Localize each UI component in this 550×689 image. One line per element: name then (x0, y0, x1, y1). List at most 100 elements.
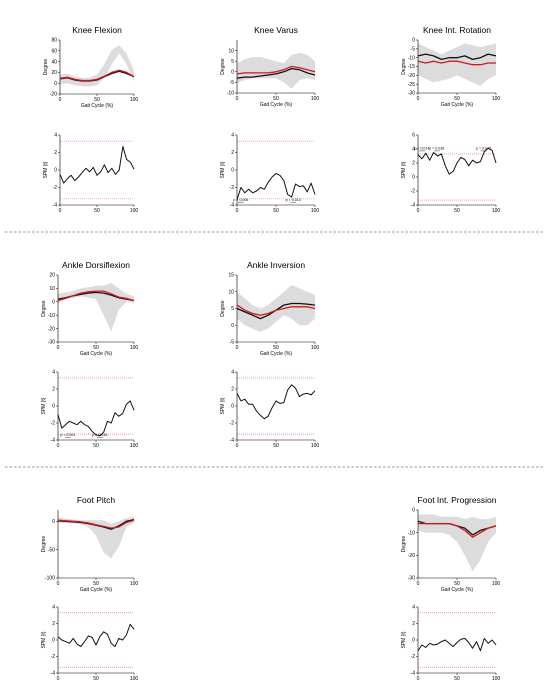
cluster-p-value: p = 0.016 (92, 433, 107, 437)
y-tick-label: 60 (51, 49, 57, 55)
kinematic-chart: Knee Int. Rotation -30 -25 -20 -15 -10 -5 0 0 50 1… (401, 25, 500, 108)
y-axis-label: Degree (43, 59, 49, 76)
y-tick-label: 2 (54, 150, 57, 156)
y-tick-label: 4 (231, 370, 234, 376)
x-axis-label: Gait Cycle (%) (260, 351, 293, 357)
x-tick-label: 0 (417, 676, 420, 682)
y-tick-label: 0 (52, 638, 55, 644)
y-tick-label: -2 (230, 185, 235, 191)
y-tick-label: -2 (411, 654, 416, 660)
y-tick-label: -20 (50, 92, 57, 98)
y-tick-label: 0 (52, 300, 55, 306)
chart-title: Foot Pitch (77, 495, 116, 505)
x-tick-label: 0 (57, 676, 60, 682)
y-tick-label: 10 (228, 48, 234, 54)
y-tick-label: 0 (52, 404, 55, 410)
spm-curve (57, 623, 135, 648)
y-tick-label: 4 (52, 370, 55, 376)
y-tick-label: 0 (231, 168, 234, 174)
y-tick-label: -20 (408, 73, 415, 79)
chart-title: Knee Flexion (72, 25, 122, 35)
y-axis-label: SPM {t} (41, 397, 47, 414)
y-tick-label: -2 (53, 185, 58, 191)
x-axis-label: Gait Cycle (%) (80, 351, 113, 357)
x-tick-label: 0 (57, 443, 60, 449)
y-tick-label: -4 (411, 203, 416, 209)
x-tick-label: 0 (236, 96, 239, 102)
y-tick-label: 4 (54, 133, 57, 139)
x-tick-label: 0 (236, 208, 239, 214)
x-tick-label: 100 (311, 443, 320, 449)
y-tick-label: 10 (49, 286, 55, 292)
y-tick-label: -30 (48, 340, 55, 346)
y-tick-label: -2 (230, 421, 235, 427)
y-tick-label: 4 (52, 605, 55, 611)
x-tick-label: 50 (454, 676, 460, 682)
y-tick-label: 0 (231, 70, 234, 76)
x-axis-label: Gait Cycle (%) (441, 587, 474, 593)
chart-title: Knee Int. Rotation (423, 25, 491, 35)
spm-curve (236, 173, 316, 200)
cluster-p-value: p = 0.013 (286, 198, 301, 202)
y-tick-label: 2 (412, 161, 415, 167)
x-tick-label: 50 (94, 208, 100, 214)
x-tick-label: 100 (130, 97, 139, 103)
x-tick-label: 50 (454, 208, 460, 214)
spm-curve (57, 400, 135, 437)
x-tick-label: 0 (59, 97, 62, 103)
x-tick-label: 0 (57, 345, 60, 351)
y-tick-label: 0 (412, 175, 415, 181)
variability-band (418, 43, 496, 86)
chart-title: Knee Varus (254, 25, 298, 35)
y-tick-label: 4 (412, 147, 415, 153)
series-line-red (417, 60, 496, 66)
variability-band (60, 45, 134, 87)
y-tick-label: 2 (412, 621, 415, 627)
y-tick-label: -20 (48, 326, 55, 332)
x-tick-label: 0 (417, 581, 420, 587)
series-line-red (236, 65, 316, 75)
y-tick-label: -10 (227, 91, 234, 97)
y-tick-label: -5 (230, 340, 235, 346)
x-tick-label: 100 (130, 208, 139, 214)
y-tick-label: 4 (231, 133, 234, 139)
y-tick-label: -5 (411, 47, 416, 53)
x-tick-label: 100 (311, 345, 320, 351)
x-axis-label: Gait Cycle (%) (81, 103, 114, 109)
y-tick-label: -10 (408, 530, 415, 536)
y-tick-label: 0 (412, 38, 415, 44)
y-tick-label: 5 (231, 59, 234, 65)
x-tick-label: 100 (492, 96, 501, 102)
y-tick-label: 0 (412, 638, 415, 644)
y-tick-label: 0 (52, 519, 55, 525)
spm-curve (59, 145, 135, 184)
y-tick-label: -15 (408, 64, 415, 70)
chart-title: Ankle Dorsiflexion (62, 260, 130, 270)
y-tick-label: -10 (408, 55, 415, 61)
y-tick-label: -4 (51, 671, 56, 677)
x-axis-label: Gait Cycle (%) (80, 587, 113, 593)
x-tick-label: 100 (130, 581, 139, 587)
y-tick-label: 4 (412, 605, 415, 611)
y-axis-label: SPM {t} (220, 161, 226, 178)
series-line-red (57, 519, 135, 529)
y-tick-label: -25 (408, 82, 415, 88)
cluster-p-value: p < 0.001 (60, 433, 75, 437)
x-tick-label: 50 (273, 208, 279, 214)
y-tick-label: -4 (230, 203, 235, 209)
spm-chart: -4 -2 0 2 4 0 50 100 SPM {t} p < 0.001 p = 0.016 (41, 370, 138, 449)
kinematic-chart: Ankle Dorsiflexion -30 -20 -10 0 10 20 0 50 100 Ga… (41, 260, 138, 357)
y-tick-label: -2 (51, 421, 56, 427)
y-tick-label: -5 (230, 80, 235, 86)
y-tick-label: 20 (51, 70, 57, 76)
x-tick-label: 50 (93, 443, 99, 449)
variability-band (237, 285, 315, 332)
y-tick-label: 0 (54, 168, 57, 174)
y-tick-label: 15 (228, 273, 234, 279)
y-axis-label: Degree (220, 300, 226, 317)
x-tick-label: 100 (311, 96, 320, 102)
spm-chart: -4 -2 0 2 4 0 50 100 SPM {t} p = 0.006 p = 0.013 (220, 133, 319, 214)
y-axis-label: Degree (41, 300, 47, 317)
